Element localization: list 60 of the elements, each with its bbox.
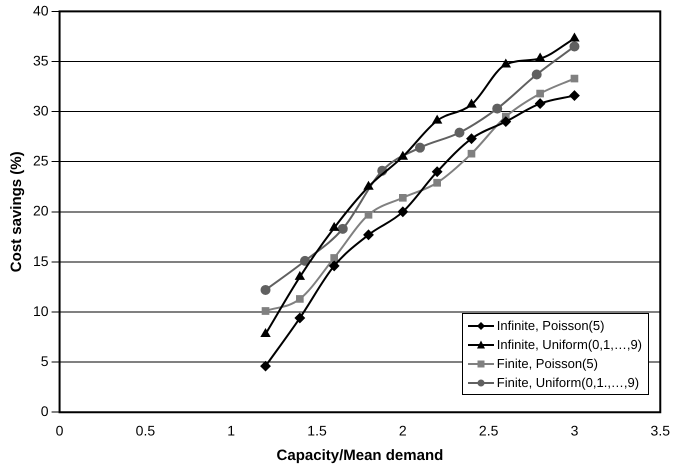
y-tick-label: 30 xyxy=(32,102,49,118)
point xyxy=(454,128,464,138)
x-tick-label: 3.5 xyxy=(650,422,670,438)
point xyxy=(329,260,340,271)
point xyxy=(467,100,476,108)
point xyxy=(261,329,270,338)
point xyxy=(570,74,578,82)
y-tick-label: 10 xyxy=(32,302,49,319)
y-axis-title: Cost savings (%) xyxy=(8,151,26,272)
point xyxy=(330,222,339,231)
point xyxy=(296,295,304,303)
x-tick-label: 2.5 xyxy=(478,422,499,438)
point xyxy=(330,254,338,262)
x-axis-title: Capacity/Mean demand xyxy=(276,447,444,464)
point xyxy=(492,104,502,114)
legend-label: Finite, Uniform(0,1.,…,9) xyxy=(496,374,640,392)
x-tick-label: 0 xyxy=(56,422,64,438)
point xyxy=(398,152,408,160)
legend-label: Infinite, Uniform(0,1,…,9) xyxy=(496,336,642,354)
point xyxy=(501,60,510,68)
point xyxy=(338,224,348,234)
point xyxy=(500,116,511,127)
point xyxy=(364,230,374,240)
y-tick-label: 25 xyxy=(32,152,49,169)
point xyxy=(466,134,476,144)
y-tick-label: 35 xyxy=(32,52,49,68)
point xyxy=(295,272,304,280)
x-tick-label: 2 xyxy=(398,422,407,438)
point xyxy=(536,53,545,62)
point xyxy=(260,284,271,295)
x-tick-label: 1.5 xyxy=(307,422,327,438)
point xyxy=(468,150,476,158)
point xyxy=(398,206,408,217)
point xyxy=(532,70,542,80)
point xyxy=(535,98,546,109)
point xyxy=(432,116,442,124)
y-tick-label: 15 xyxy=(32,252,49,269)
y-tick-label: 0 xyxy=(40,403,49,420)
point xyxy=(364,210,372,219)
point xyxy=(262,307,270,315)
legend-label: Infinite, Poisson(5) xyxy=(496,317,604,335)
y-tick-label: 40 xyxy=(32,2,49,18)
y-tick-label: 5 xyxy=(40,352,49,369)
point xyxy=(294,313,305,324)
x-tick-label: 1 xyxy=(227,422,236,438)
point xyxy=(569,41,580,52)
point xyxy=(433,178,441,187)
x-tick-label: 3 xyxy=(570,422,579,438)
y-tick-label: 20 xyxy=(32,202,49,219)
point xyxy=(570,33,579,42)
x-tick-label: 0.5 xyxy=(136,422,156,438)
point xyxy=(364,182,373,190)
point xyxy=(432,166,442,177)
legend-label: Finite, Poisson(5) xyxy=(496,355,598,373)
point xyxy=(300,256,310,266)
point xyxy=(569,90,580,101)
point xyxy=(399,194,407,202)
point xyxy=(260,361,271,372)
point xyxy=(414,142,425,153)
point xyxy=(536,90,544,98)
